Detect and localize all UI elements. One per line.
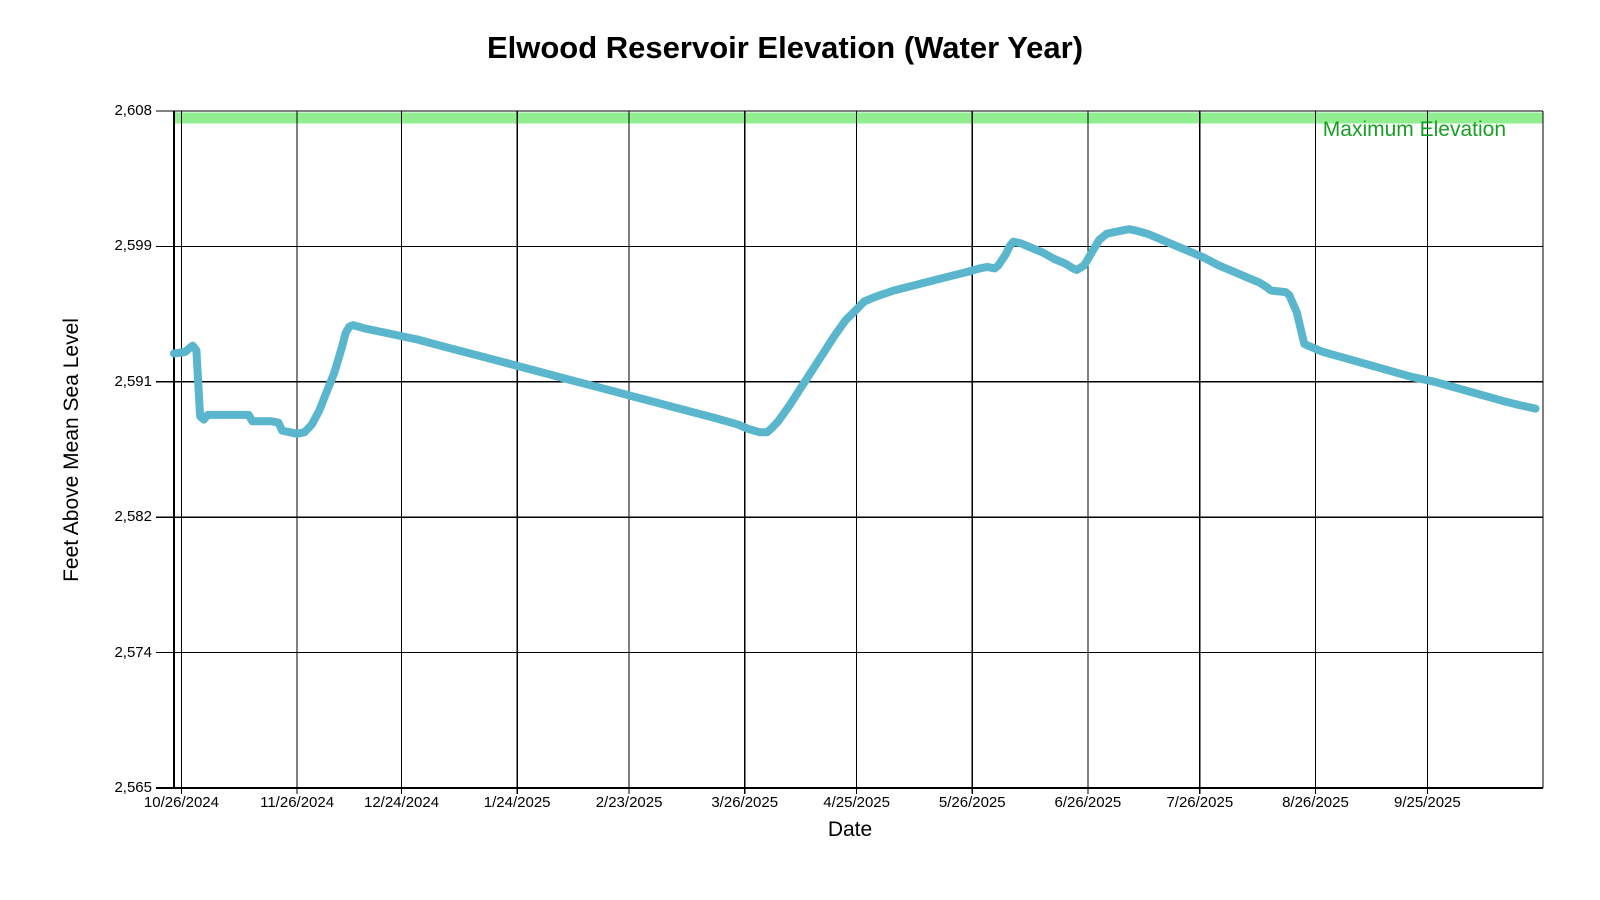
chart-title: Elwood Reservoir Elevation (Water Year) [486,30,1084,65]
x-tick-label: 9/25/2025 [1393,794,1461,811]
max-elevation-band [174,112,1543,124]
y-tick-label: 2,599 [114,237,152,255]
x-tick-label: 5/26/2025 [938,794,1006,811]
x-tick-label: 3/26/2025 [711,794,779,811]
max-elevation-label: Maximum Elevation [1322,118,1506,141]
y-tick-label: 2,582 [114,508,152,526]
x-tick-label: 2/23/2025 [595,794,663,811]
x-tick-label: 10/26/2024 [143,794,219,811]
x-tick-label: 1/24/2025 [483,794,551,811]
y-tick-label: 2,591 [114,372,152,390]
x-tick-label: 12/24/2024 [363,794,440,811]
elevation-series-line [170,225,1540,438]
y-tick-label: 2,565 [114,779,152,796]
x-tick-label: 6/26/2025 [1054,794,1122,811]
x-tick-label: 11/26/2024 [260,794,335,811]
y-axis-title: Feet Above Mean Sea Level [60,318,83,582]
x-axis-title: Date [827,818,873,841]
x-tick-label: 4/25/2025 [823,794,890,811]
x-tick-label: 8/26/2025 [1282,794,1349,811]
y-tick-label: 2,574 [114,643,152,661]
y-tick-label: 2,608 [114,102,152,119]
x-tick-label: 7/26/2025 [1166,794,1234,811]
